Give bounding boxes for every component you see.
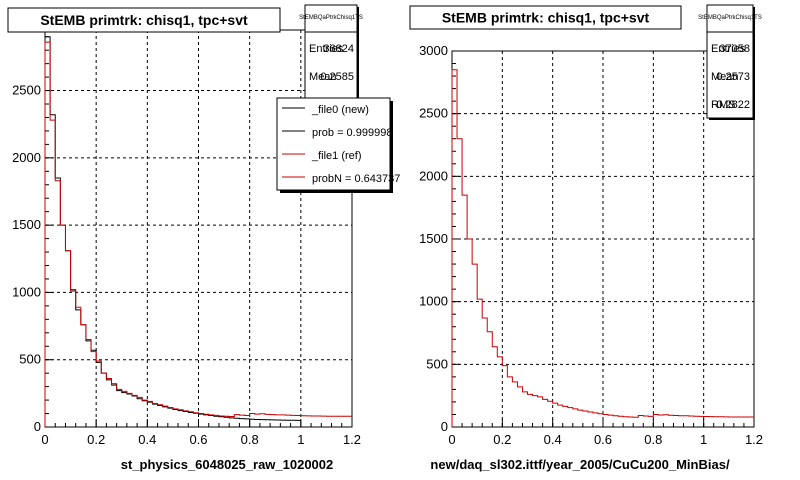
x-tick-label: 0: [448, 432, 455, 447]
x-tick-label: 0.2: [493, 432, 511, 447]
x-tick-label: 0.6: [189, 432, 207, 447]
x-tick-label: 0.4: [544, 432, 562, 447]
y-tick-label: 3000: [419, 43, 448, 58]
histogram-series-ref: [451, 69, 754, 427]
stats-value: 0.2585: [320, 71, 354, 83]
histogram-panel-2: 0 0.2 0.4 0.6 0.8 1 1.2 0 500 1000 1500 2000 2500 300…: [409, 4, 763, 472]
y-tick-label: 0: [34, 419, 41, 434]
x-tick-label: 0.2: [87, 432, 105, 447]
x-tick-label: 1: [700, 432, 707, 447]
y-tick-label: 1500: [419, 231, 448, 246]
x-tick-label: 0.8: [241, 432, 259, 447]
y-tick-label: 1000: [12, 284, 41, 299]
y-tick-label: 2000: [12, 150, 41, 165]
x-axis-label: st_physics_6048025_raw_1020002: [121, 457, 334, 472]
legend-entry: _file1 (ref): [311, 150, 362, 162]
legend-entry: prob = 0.999998: [312, 127, 392, 139]
stats-value: 0.2822: [716, 99, 750, 111]
stats-value: 0.2573: [716, 71, 750, 83]
y-tick-label: 2000: [419, 168, 448, 183]
x-tick-label: 1: [297, 432, 304, 447]
y-tick-label: 2500: [12, 83, 41, 98]
histogram-series-ref: [44, 41, 352, 427]
x-tick-label: 1.2: [343, 432, 361, 447]
chart-title: StEMB primtrk: chisq1, tpc+svt: [442, 10, 650, 26]
y-tick-label: 2500: [419, 106, 448, 121]
x-tick-label: 1.2: [745, 432, 763, 447]
stats-label: RMS: [711, 99, 735, 111]
x-axis-label: new/daq_sl302.ittf/year_2005/CuCu200_Min…: [430, 457, 730, 472]
stats-name: StEMBQaPtrkChisq1TS: [698, 15, 762, 21]
histogram-series-new: [44, 36, 301, 427]
chart-title: StEMB primtrk: chisq1, tpc+svt: [40, 12, 248, 28]
y-tick-label: 500: [426, 356, 448, 371]
y-tick-label: 0: [441, 419, 448, 434]
legend-entry: _file0 (new): [311, 104, 369, 116]
stats-label: Entries: [711, 43, 746, 55]
stats-label: Entries: [309, 43, 344, 55]
title-box: [409, 5, 682, 30]
title-box: [7, 7, 281, 33]
stats-value: 36824: [323, 43, 354, 55]
stats-name: StEMBQaPtrkChisq1TS: [299, 15, 363, 21]
legend: _file0 (new) prob = 0.999998 _file1 (ref) p…: [276, 97, 400, 193]
stats-box: [706, 4, 754, 119]
legend-box: [276, 97, 391, 191]
legend-entry: probN = 0.643737: [312, 173, 400, 185]
stats-label: Mean: [711, 71, 739, 83]
x-tick-label: 0.8: [644, 432, 662, 447]
y-tick-label: 1500: [12, 217, 41, 232]
histogram-panel-1: 0 0.2 0.4 0.6 0.8 1 1.2 0 500 1000 1500 2000 2500 StE…: [7, 4, 400, 472]
x-tick-label: 0.6: [594, 432, 612, 447]
x-tick-label: 0.4: [138, 432, 156, 447]
y-tick-label: 1000: [419, 294, 448, 309]
stats-label: Mean: [309, 71, 337, 83]
x-tick-label: 0: [41, 432, 48, 447]
y-tick-label: 500: [19, 352, 41, 367]
stats-value: 37058: [719, 43, 750, 55]
